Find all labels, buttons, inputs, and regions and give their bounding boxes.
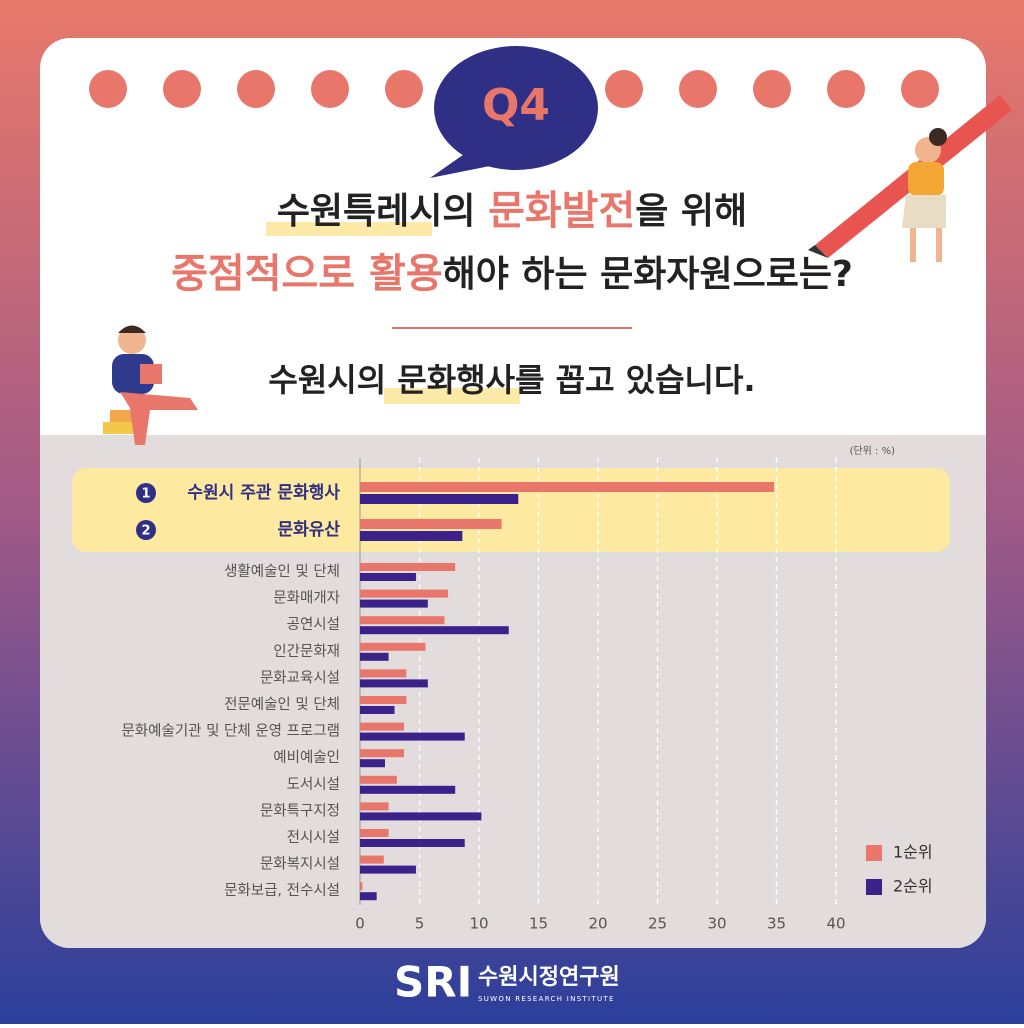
bar [360,839,465,847]
logo-name-en: SUWON RESEARCH INSTITUTE [478,995,615,1003]
x-tick-label: 30 [707,915,726,933]
x-tick-label: 20 [588,915,607,933]
answer-part: 수원시의 [268,361,397,399]
category-label: 생활예술인 및 단체 [224,563,340,580]
category-label: 예비예술인 [273,749,340,766]
bar [360,732,465,741]
bar [360,589,449,598]
bar [360,599,428,608]
bar [360,749,405,758]
highlight [266,222,432,236]
bar [360,616,445,625]
x-tick-label: 35 [767,915,786,933]
category-label: 도서시설 [287,776,340,793]
legend-label: 2순위 [893,877,933,896]
bar [360,775,397,784]
x-tick-label: 15 [529,915,548,933]
highlight [384,388,520,404]
question-bubble: Q4 [430,46,598,178]
rank-number: 1 [141,487,150,502]
logo: SRI 수원시정연구원 SUWON RESEARCH INSTITUTE [394,958,620,1007]
category-label: 전시시설 [287,829,340,846]
bar [360,652,389,661]
bar [360,531,463,541]
category-label: 공연시설 [287,616,340,633]
bar [360,519,502,529]
legend-swatch [866,845,882,861]
title-part: 해야 하는 문화자원으로는? [443,254,853,295]
title-line: 수원특레시의 문화발전을 위해 [277,188,747,234]
bar [360,706,395,714]
bar [360,892,377,901]
title-line: 중점적으로 활용해야 하는 문화자원으로는? [171,251,853,297]
category-label: 수원시 주관 문화행사 [187,483,340,503]
x-tick-label: 25 [648,915,667,933]
title-emphasis: 문화발전 [488,188,635,234]
pencil-person [808,95,1012,262]
x-tick-label: 10 [469,915,488,933]
legend-label: 1순위 [893,843,933,862]
bar [360,722,405,731]
bar [360,696,407,704]
answer-part: 문화행사 [397,361,515,399]
highlight-box [72,468,950,552]
rank-marker [136,520,156,540]
category-label: 문화유산 [277,520,340,540]
bar [360,812,482,821]
title-emphasis: 중점적으로 활용 [171,251,443,297]
title-part: 을 위해 [635,191,747,232]
bar [360,865,416,874]
answer-part: 를 꼽고 있습니다. [515,361,756,399]
category-label: 인간문화재 [273,643,340,660]
category-label: 전문예술인 및 단체 [224,696,340,713]
category-label: 문화매개자 [273,590,340,607]
logo-mark: SRI [394,958,472,1007]
legend-swatch [866,879,882,895]
binder-holes [89,70,939,108]
bar [360,482,775,492]
bar [360,563,456,571]
reading-person [103,325,198,445]
x-tick-label: 0 [355,915,365,933]
bar [360,642,426,651]
category-label: 문화보급, 전수시설 [224,882,340,899]
rank-number: 2 [141,524,150,539]
bar [360,759,385,768]
bar [360,494,519,504]
bar [360,855,384,864]
bar [360,573,416,581]
logo-name: 수원시정연구원 [478,965,620,990]
category-label: 문화교육시설 [260,669,340,686]
category-label: 문화특구지정 [260,802,340,819]
bar [360,882,363,891]
category-label: 문화예술기관 및 단체 운영 프로그램 [121,723,340,740]
bar [360,626,509,635]
x-tick-label: 40 [826,915,845,933]
category-label: 문화복지시설 [260,856,340,873]
bar [360,802,389,811]
bar [360,785,456,794]
title-part: 수원특레시의 [277,191,488,232]
x-tick-label: 5 [415,915,425,933]
rank-marker [136,483,156,503]
question-label: Q4 [482,80,550,131]
bar [360,669,407,678]
bar [360,679,428,688]
bar [360,829,389,837]
unit-note: (단위 : %) [850,444,896,457]
answer: 수원시의 문화행사를 꼽고 있습니다. [268,361,755,399]
